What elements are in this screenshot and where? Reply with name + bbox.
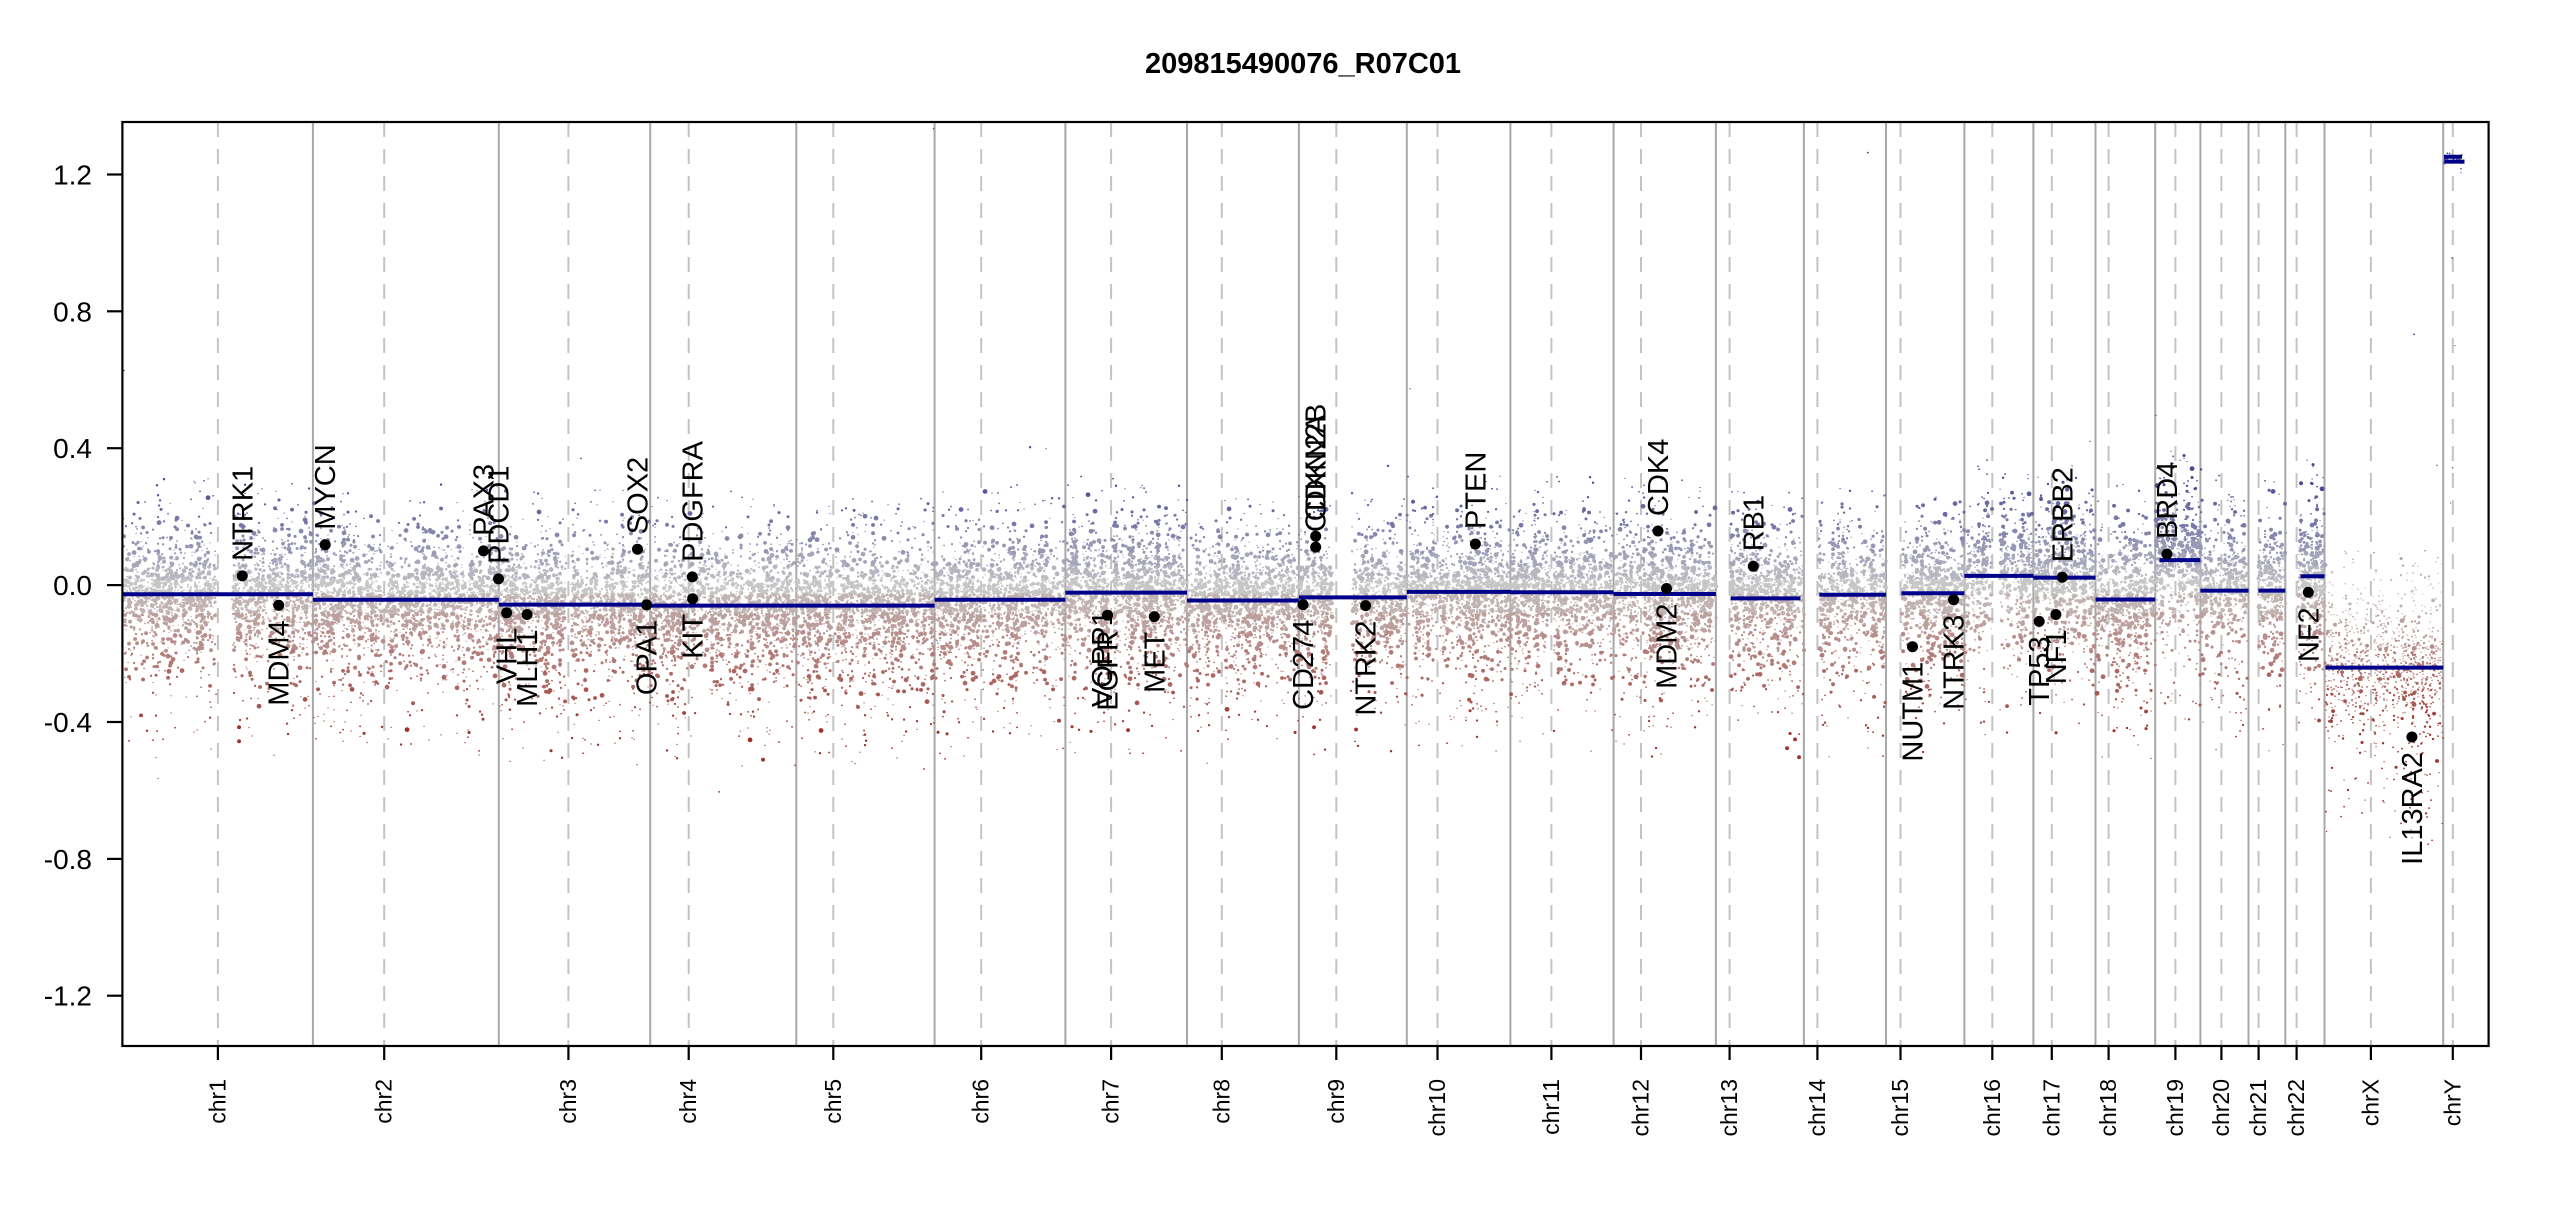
svg-text:IL13RA2: IL13RA2 <box>2397 752 2429 865</box>
svg-text:chr2: chr2 <box>371 1079 397 1124</box>
svg-text:chr13: chr13 <box>1716 1079 1742 1137</box>
svg-text:MLH1: MLH1 <box>512 630 544 707</box>
svg-text:chrX: chrX <box>2357 1079 2383 1126</box>
svg-text:1.2: 1.2 <box>53 160 92 191</box>
svg-text:chr8: chr8 <box>1208 1079 1234 1124</box>
svg-text:chr18: chr18 <box>2095 1079 2121 1137</box>
svg-text:NF2: NF2 <box>2293 607 2325 662</box>
svg-text:chr17: chr17 <box>2038 1079 2064 1137</box>
svg-text:PAX3: PAX3 <box>469 464 501 536</box>
svg-text:PTEN: PTEN <box>1460 452 1492 529</box>
svg-text:chrY: chrY <box>2439 1079 2465 1126</box>
svg-text:0.4: 0.4 <box>53 433 92 464</box>
svg-text:209815490076_R07C01: 209815490076_R07C01 <box>1145 48 1461 80</box>
svg-text:CD274: CD274 <box>1288 620 1320 710</box>
svg-text:CDK4: CDK4 <box>1643 439 1675 516</box>
svg-text:-0.4: -0.4 <box>44 707 92 738</box>
svg-text:TP53: TP53 <box>2024 636 2056 705</box>
svg-text:NTRK1: NTRK1 <box>227 466 259 561</box>
svg-text:chr11: chr11 <box>1538 1079 1564 1135</box>
svg-text:MDM4: MDM4 <box>264 620 296 705</box>
svg-text:chr12: chr12 <box>1628 1079 1654 1137</box>
svg-text:VHL: VHL <box>492 628 524 684</box>
svg-text:KIT: KIT <box>678 614 710 659</box>
svg-text:SOX2: SOX2 <box>623 457 655 534</box>
svg-text:chr5: chr5 <box>820 1079 846 1124</box>
svg-text:-0.8: -0.8 <box>44 844 92 875</box>
svg-text:chr1: chr1 <box>204 1079 230 1124</box>
svg-text:chr19: chr19 <box>2162 1079 2188 1137</box>
svg-text:NTRK3: NTRK3 <box>1939 615 1971 710</box>
svg-text:BRD4: BRD4 <box>2152 462 2184 539</box>
svg-text:CDKN2A: CDKN2A <box>1301 414 1333 532</box>
svg-text:chr14: chr14 <box>1804 1079 1830 1137</box>
svg-text:MET: MET <box>1139 631 1171 693</box>
svg-text:VOPP1: VOPP1 <box>1087 610 1119 707</box>
svg-text:CDKN2B: CDKN2B <box>1301 404 1333 522</box>
svg-text:NTRK2: NTRK2 <box>1351 621 1383 716</box>
svg-text:NF1: NF1 <box>2041 630 2073 685</box>
svg-text:chr15: chr15 <box>1887 1079 1913 1137</box>
svg-text:EGFR: EGFR <box>1093 630 1125 711</box>
svg-text:PDCD1: PDCD1 <box>484 466 516 564</box>
svg-text:-1.2: -1.2 <box>44 981 92 1012</box>
svg-text:chr4: chr4 <box>675 1079 701 1124</box>
svg-text:MYCN: MYCN <box>310 444 342 529</box>
svg-text:chr22: chr22 <box>2283 1079 2309 1137</box>
svg-text:chr20: chr20 <box>2208 1079 2234 1137</box>
svg-text:chr9: chr9 <box>1323 1079 1349 1124</box>
svg-text:ERBB2: ERBB2 <box>2047 467 2079 562</box>
svg-text:chr21: chr21 <box>2245 1079 2271 1137</box>
svg-text:OPA1: OPA1 <box>632 620 664 695</box>
svg-text:RB1: RB1 <box>1738 495 1770 551</box>
svg-text:0.8: 0.8 <box>53 296 92 327</box>
svg-text:PDGFRA: PDGFRA <box>677 440 709 562</box>
svg-text:chr3: chr3 <box>555 1079 581 1124</box>
svg-text:0.0: 0.0 <box>53 570 92 601</box>
svg-text:chr10: chr10 <box>1424 1079 1450 1137</box>
svg-text:MDM2: MDM2 <box>1652 604 1684 689</box>
svg-text:chr16: chr16 <box>1979 1079 2005 1137</box>
svg-text:chr7: chr7 <box>1098 1079 1124 1124</box>
svg-text:chr6: chr6 <box>968 1079 994 1124</box>
svg-text:NUTM1: NUTM1 <box>1898 662 1930 762</box>
